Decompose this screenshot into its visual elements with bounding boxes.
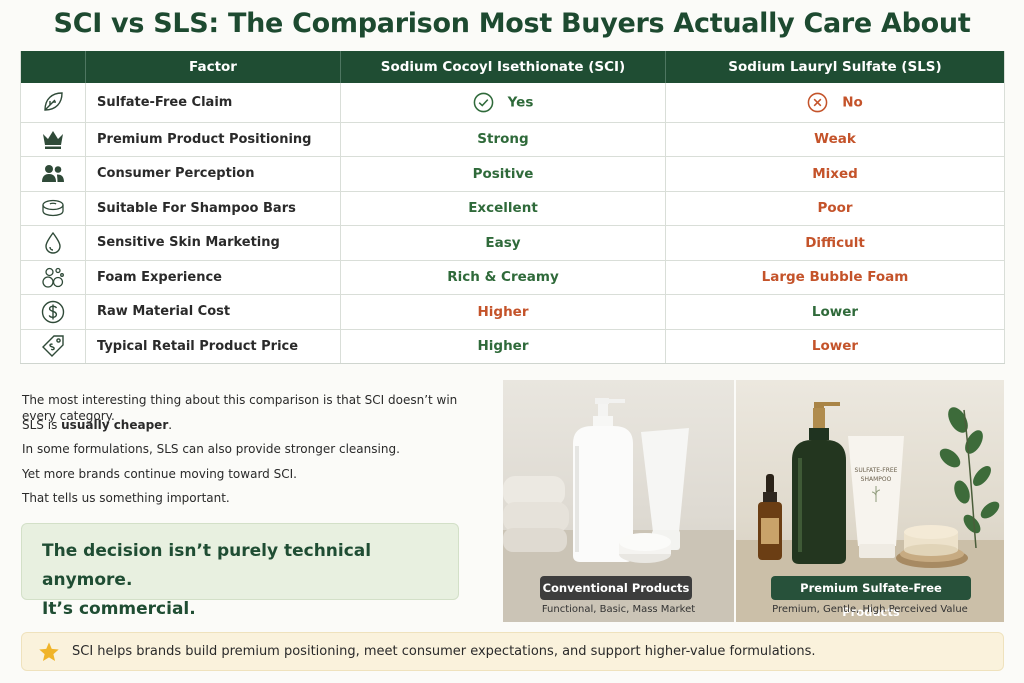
factor-label: Consumer Perception xyxy=(85,156,341,192)
sls-value: Poor xyxy=(665,191,1005,226)
table-header-row: Factor Sodium Cocoyl Isethionate (SCI) S… xyxy=(20,51,1005,83)
factor-label: Sulfate-Free Claim xyxy=(85,83,341,123)
sci-value: Positive xyxy=(340,156,666,192)
premium-badge: Premium Sulfate-Free Products xyxy=(771,576,971,619)
tube-label-line2: SHAMPOO xyxy=(861,476,892,483)
conventional-products-image: Conventional Products Functional, Basic,… xyxy=(503,380,734,622)
body-line: In some formulations, SLS can also provi… xyxy=(22,442,400,456)
factor-label: Foam Experience xyxy=(85,260,341,295)
callout-line: It’s commercial. xyxy=(42,599,196,619)
people-icon xyxy=(20,156,86,192)
bubbles-icon xyxy=(20,260,86,295)
droplet-icon xyxy=(20,225,86,261)
check-circle-icon xyxy=(473,92,494,113)
table-row: Sensitive Skin Marketing Easy Difficult xyxy=(20,225,1005,261)
footer-banner: SCI helps brands build premium positioni… xyxy=(21,632,1004,671)
comparison-table: Factor Sodium Cocoyl Isethionate (SCI) S… xyxy=(20,51,1005,364)
body-line: SLS is usually cheaper. xyxy=(22,417,492,442)
footer-text: SCI helps brands build premium positioni… xyxy=(72,644,816,659)
conventional-caption: Functional, Basic, Mass Market xyxy=(541,604,696,615)
table-row: Raw Material Cost Higher Lower xyxy=(20,294,1005,330)
header-sls: Sodium Lauryl Sulfate (SLS) xyxy=(665,51,1005,83)
leaf-icon xyxy=(20,83,86,123)
page-title: SCI vs SLS: The Comparison Most Buyers A… xyxy=(53,8,971,39)
sci-value: Higher xyxy=(340,329,666,364)
sls-value-text: No xyxy=(842,94,863,111)
header-icon-column xyxy=(20,51,86,83)
sci-value: Excellent xyxy=(340,191,666,226)
premium-products-image: SULFATE-FREE SHAMPOO Premium Sulfate-Fre… xyxy=(736,380,1004,622)
table-row: Sulfate-Free Claim Yes No xyxy=(20,83,1005,123)
sls-value: Lower xyxy=(665,294,1005,330)
factor-label: Premium Product Positioning xyxy=(85,122,341,157)
table-row: Suitable For Shampoo Bars Excellent Poor xyxy=(20,191,1005,226)
factor-label: Raw Material Cost xyxy=(85,294,341,330)
body-line: Yet more brands continue moving toward S… xyxy=(22,466,297,481)
body-line-prefix: SLS is xyxy=(22,417,62,432)
table-row: Typical Retail Product Price Higher Lowe… xyxy=(20,329,1005,364)
star-icon xyxy=(39,642,59,661)
sls-value: Weak xyxy=(665,122,1005,157)
x-circle-icon xyxy=(807,92,828,113)
dollar-icon xyxy=(20,294,86,330)
conventional-badge: Conventional Products xyxy=(540,576,692,600)
conventional-products-scene xyxy=(503,398,734,622)
sci-value: Higher xyxy=(340,294,666,330)
header-factor: Factor xyxy=(85,51,341,83)
callout-box: The decision isn’t purely technical anym… xyxy=(21,523,459,619)
crown-icon xyxy=(20,122,86,157)
factor-label: Sensitive Skin Marketing xyxy=(85,225,341,261)
tube-label-line1: SULFATE-FREE xyxy=(855,467,898,474)
factor-label: Typical Retail Product Price xyxy=(85,329,341,364)
body-text: The most interesting thing about this co… xyxy=(22,392,492,515)
sls-value: No xyxy=(665,83,1005,123)
table-row: Premium Product Positioning Strong Weak xyxy=(20,122,1005,157)
sci-value: Easy xyxy=(340,225,666,261)
body-line-suffix: . xyxy=(168,417,173,432)
price-tag-icon xyxy=(20,329,86,364)
body-line: The most interesting thing about this co… xyxy=(22,393,458,423)
table-row: Consumer Perception Positive Mixed xyxy=(20,156,1005,192)
table-row: Foam Experience Rich & Creamy Large Bubb… xyxy=(20,260,1005,295)
sls-value: Lower xyxy=(665,329,1005,364)
sls-value: Mixed xyxy=(665,156,1005,192)
body-line: That tells us something important. xyxy=(22,491,230,505)
sci-value: Strong xyxy=(340,122,666,157)
premium-caption: Premium, Gentle, High Perceived Value xyxy=(772,604,968,615)
sci-value-text: Yes xyxy=(507,94,534,111)
callout-line: The decision isn’t purely technical anym… xyxy=(42,541,372,590)
factor-label: Suitable For Shampoo Bars xyxy=(85,191,341,226)
sls-value: Large Bubble Foam xyxy=(665,260,1005,295)
sls-value: Difficult xyxy=(665,225,1005,261)
sci-value: Rich & Creamy xyxy=(340,260,666,295)
sci-value: Yes xyxy=(340,83,666,123)
header-sci: Sodium Cocoyl Isethionate (SCI) xyxy=(340,51,666,83)
body-line-bold: usually cheaper xyxy=(61,417,169,432)
soap-bar-icon xyxy=(20,191,86,226)
